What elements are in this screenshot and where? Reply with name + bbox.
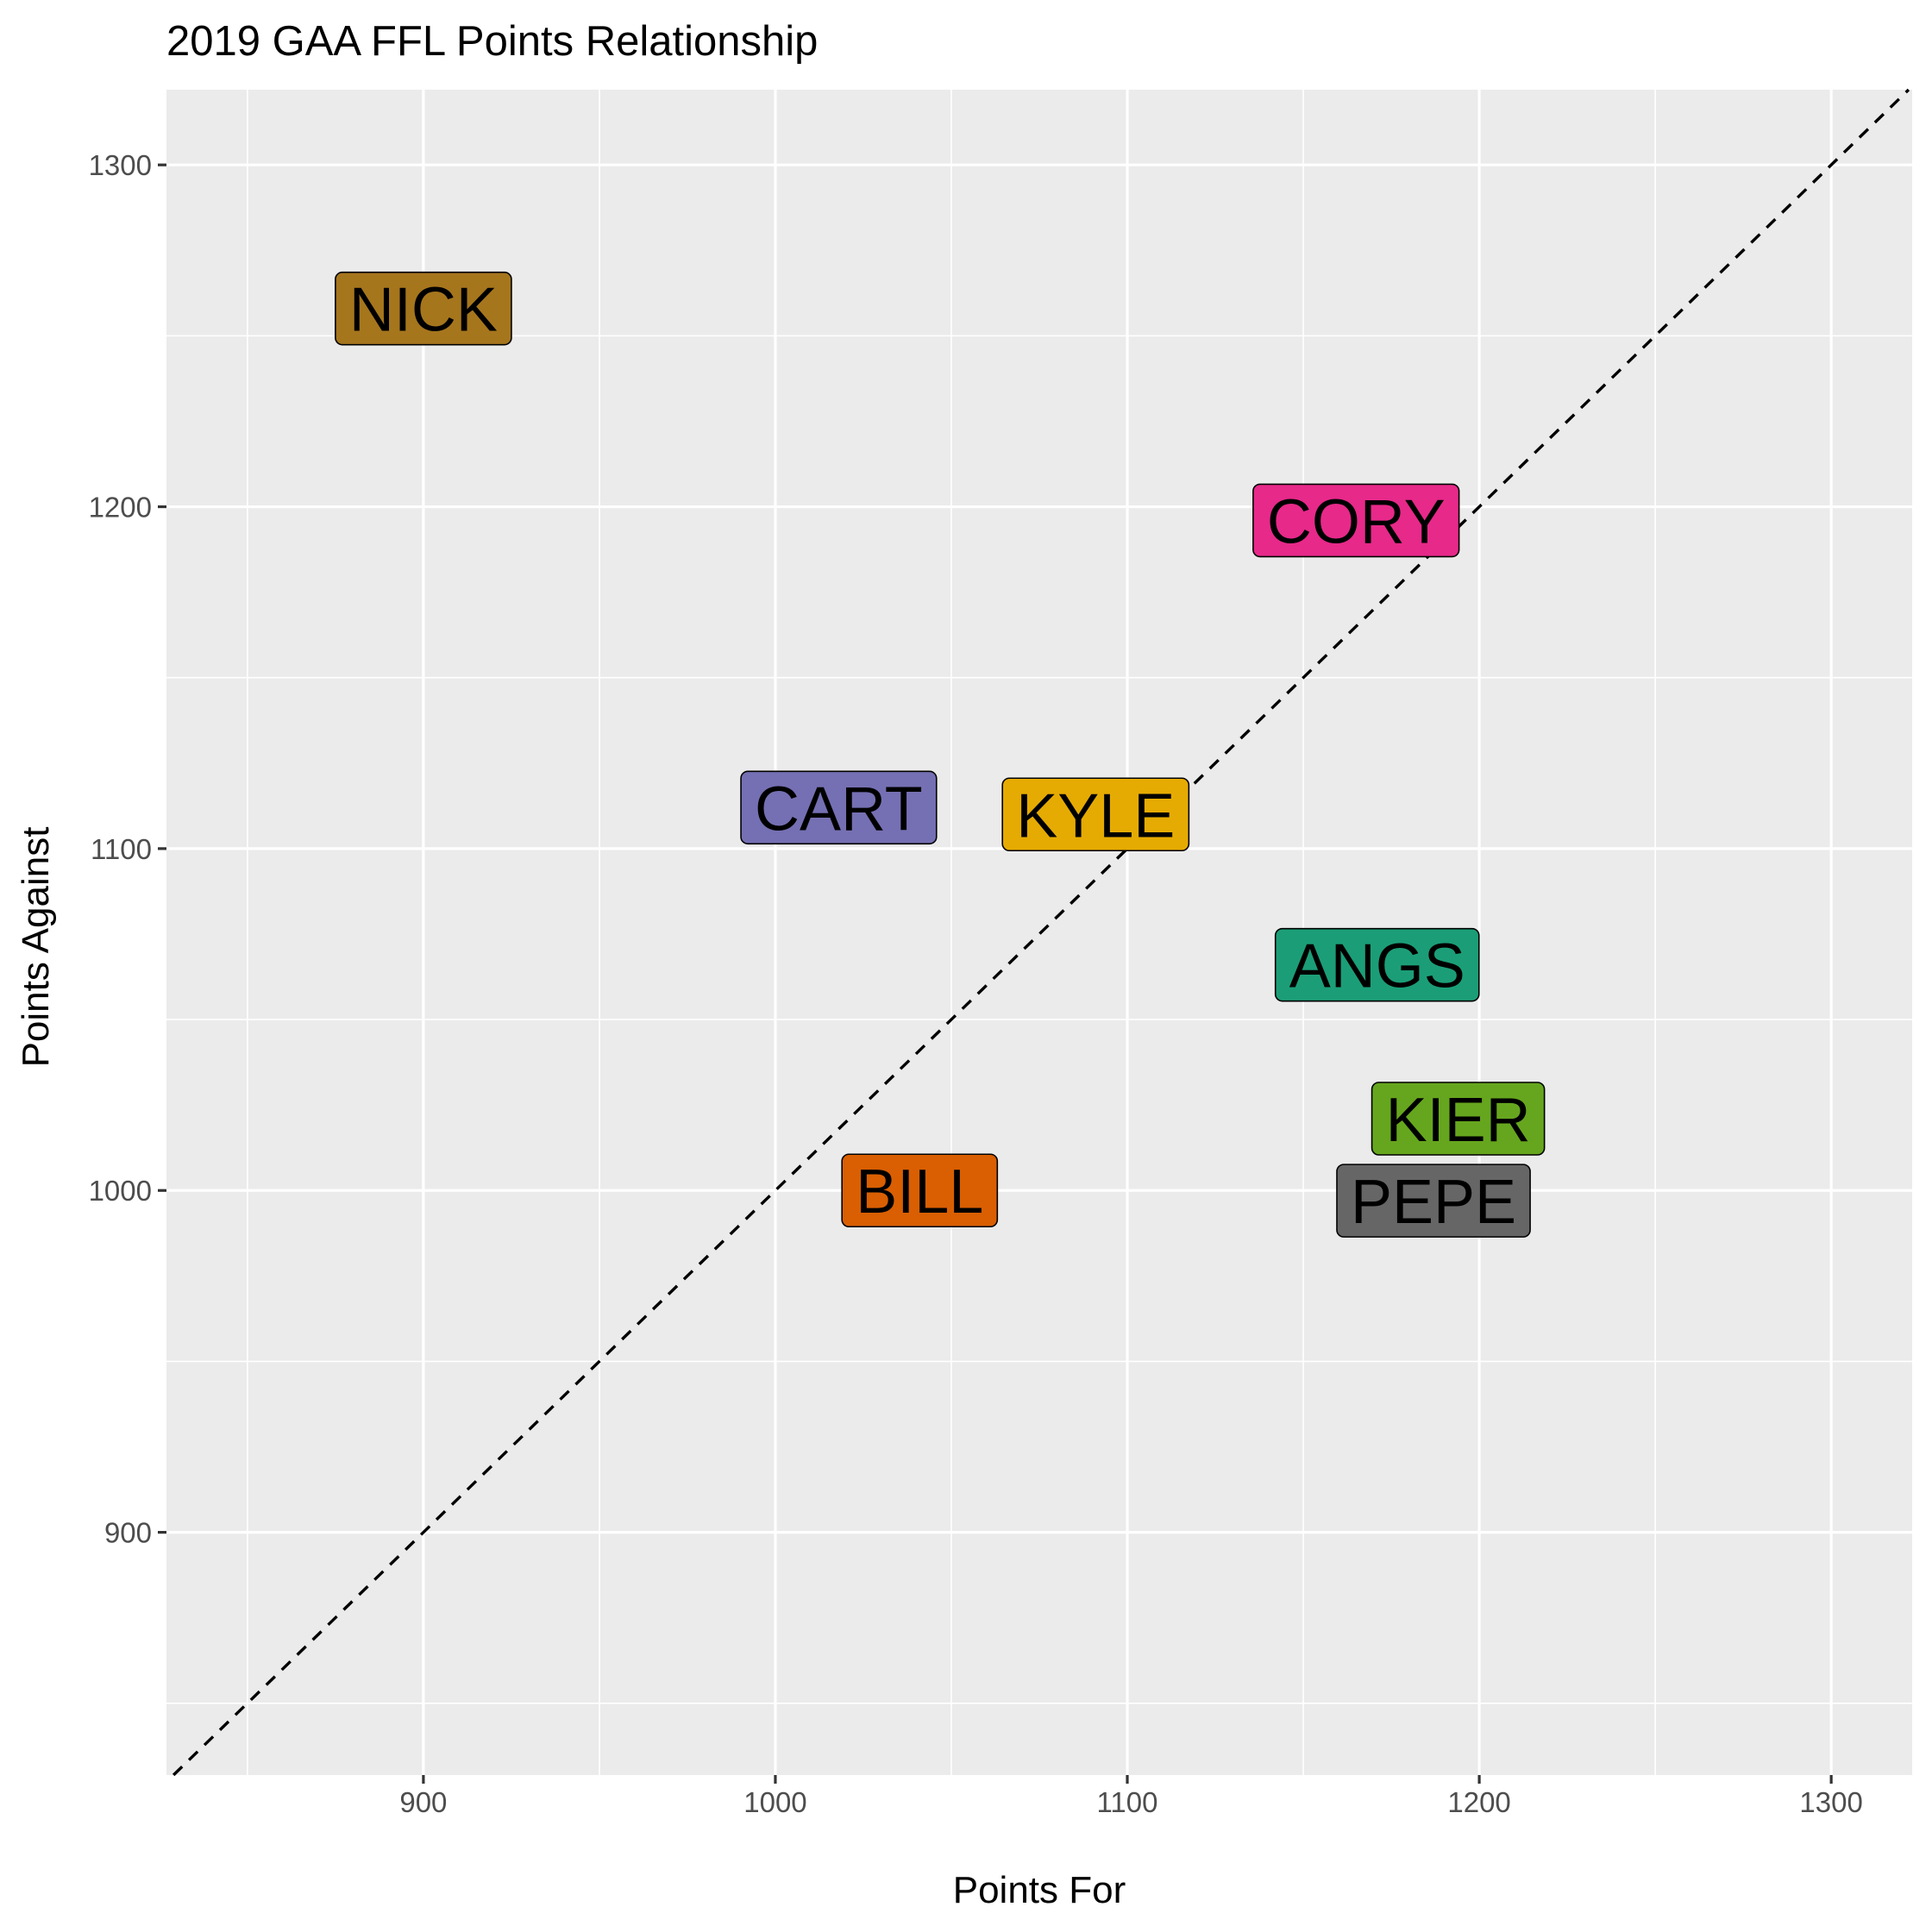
major-gridlines <box>166 90 1912 1775</box>
x-tick-label: 900 <box>399 1786 447 1818</box>
point-label-box <box>1371 1082 1546 1156</box>
point-label-box <box>1274 927 1480 1002</box>
identity-reference-line <box>172 88 1910 1777</box>
y-tick-label: 1000 <box>89 1175 152 1207</box>
point-label-box <box>1252 483 1460 558</box>
point-label-box <box>1336 1164 1531 1238</box>
point-label-text: KYLE <box>1016 781 1175 850</box>
point-label-kyle: KYLE <box>1001 777 1190 852</box>
point-label-box <box>841 1153 999 1228</box>
y-axis-title: Points Against <box>15 827 57 1068</box>
x-tick-label: 1300 <box>1799 1786 1862 1818</box>
point-label-text: CART <box>755 775 923 844</box>
point-label-text: BILL <box>856 1157 983 1226</box>
point-label-text: ANGS <box>1289 932 1465 1001</box>
point-label-bill: BILL <box>841 1153 999 1228</box>
point-label-box <box>740 770 938 845</box>
point-label-cory: CORY <box>1252 483 1460 558</box>
point-label-text: NICK <box>349 276 498 345</box>
point-label-text: KIER <box>1386 1086 1531 1155</box>
point-label-cart: CART <box>740 770 938 845</box>
point-label-text: PEPE <box>1351 1168 1516 1237</box>
point-label-pepe: PEPE <box>1336 1164 1531 1238</box>
point-labels: NICK CORY CART KYLE ANGS KIER BILL PEPE <box>335 271 1546 1238</box>
x-axis: 900 1000 1100 1200 1300 <box>399 1775 1863 1818</box>
x-tick-label: 1000 <box>743 1786 806 1818</box>
point-label-nick: NICK <box>335 271 512 346</box>
y-tick-label: 1200 <box>89 492 152 524</box>
chart-title: 2019 GAA FFL Points Relationship <box>166 18 818 65</box>
x-tick-label: 1100 <box>1097 1786 1158 1818</box>
point-label-angs: ANGS <box>1274 927 1480 1002</box>
point-label-kier: KIER <box>1371 1082 1546 1156</box>
reference-line-layer <box>172 88 1910 1777</box>
minor-gridlines <box>166 90 1912 1775</box>
x-axis-title: Points For <box>953 1869 1126 1911</box>
point-label-box <box>335 271 512 346</box>
x-tick-label: 1200 <box>1447 1786 1510 1818</box>
point-label-box <box>1001 777 1190 852</box>
y-tick-label: 1100 <box>91 833 152 865</box>
point-label-text: CORY <box>1267 487 1446 556</box>
y-tick-label: 1300 <box>89 149 152 181</box>
y-tick-label: 900 <box>104 1517 152 1549</box>
y-axis: 900 1000 1100 1200 1300 <box>89 149 166 1549</box>
